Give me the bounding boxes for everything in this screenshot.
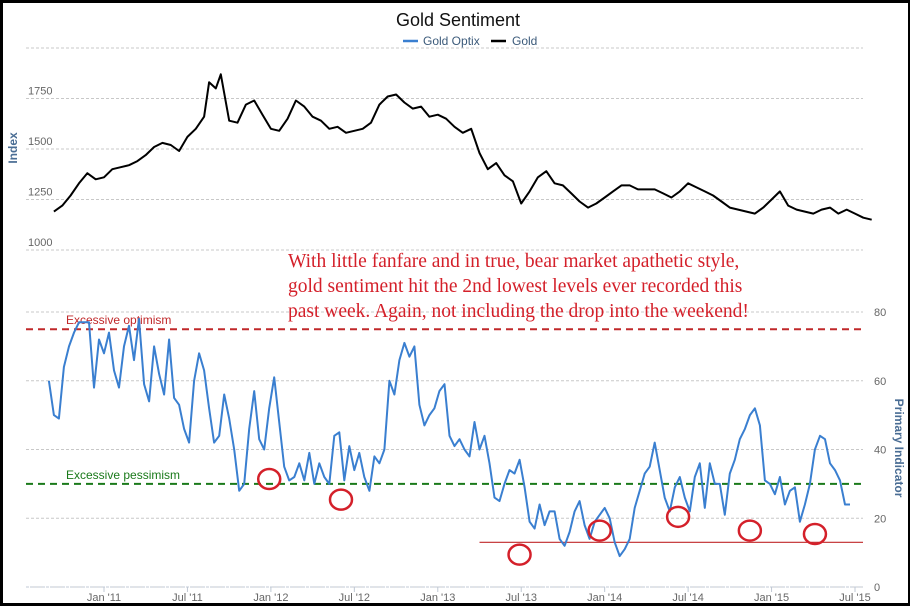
- x-axis: Jan '11 Jul '11 Jan '12 Jul '12 Jan '13 Jul '…: [26, 586, 871, 603]
- bottom-y-tick-label: 20: [874, 513, 886, 525]
- top-y-tick-label: 1250: [28, 187, 52, 199]
- top-y-tick-label: 1000: [28, 237, 52, 249]
- reference-label-excessive-pessimism: Excessive pessimism: [66, 468, 180, 482]
- legend-item-gold-optix[interactable]: Gold Optix: [403, 34, 480, 48]
- bottom-y-tick-label: 80: [874, 307, 886, 319]
- top-y-tick-label: 1750: [28, 86, 52, 98]
- x-tick-label: Jan '12: [253, 592, 288, 603]
- top-y-tick-label: 1500: [28, 136, 52, 148]
- x-tick-label: Jul '15: [839, 592, 870, 603]
- annotation-line-1: With little fanfare and in true, bear ma…: [288, 251, 739, 272]
- x-tick-label: Jan '15: [754, 592, 789, 603]
- bottom-panel-y-axis-title: Primary Indicator: [892, 399, 906, 498]
- annotation-line-2: gold sentiment hit the 2nd lowest levels…: [288, 276, 742, 297]
- circled-low-marker: [328, 488, 354, 511]
- x-tick-label: Jan '11: [87, 592, 121, 603]
- bottom-panel-y-ticks: 0 20 40 60 80: [874, 307, 886, 594]
- circled-lows: [256, 467, 828, 566]
- top-panel-y-axis-title: Index: [6, 132, 20, 164]
- series-line-gold: [53, 73, 872, 221]
- annotation-line-3: past week. Again, not including the drop…: [288, 301, 749, 322]
- chart-svg: Gold Sentiment Gold Optix Gold 100012501…: [6, 10, 906, 603]
- series-line-gold-optix: [47, 317, 850, 558]
- x-tick-label: Jul '11: [172, 592, 203, 603]
- chart-canvas: Gold Sentiment Gold Optix Gold 1000 1250 1…: [3, 3, 908, 603]
- x-tick-label: Jul '13: [505, 592, 536, 603]
- circled-low-marker: [587, 519, 612, 542]
- circled-low-marker: [256, 467, 282, 491]
- legend: Gold Optix Gold: [403, 34, 537, 48]
- top-panel-grid: [26, 47, 863, 251]
- bottom-y-tick-label: 60: [874, 376, 886, 388]
- circled-low-marker: [665, 505, 691, 529]
- reference-label-excessive-optimism: Excessive optimism: [66, 313, 171, 327]
- annotation-text: With little fanfare and in true, bear ma…: [288, 251, 749, 322]
- x-tick-label: Jan '14: [587, 592, 622, 603]
- x-tick-label: Jul '14: [672, 592, 703, 603]
- legend-label-gold-optix: Gold Optix: [423, 34, 480, 48]
- legend-label-gold: Gold: [512, 34, 537, 48]
- circled-low-marker: [802, 522, 828, 546]
- legend-item-gold[interactable]: Gold: [491, 34, 537, 48]
- x-tick-label: Jul '12: [339, 592, 370, 603]
- bottom-y-tick-label: 0: [874, 582, 880, 594]
- circled-low-marker: [507, 543, 532, 566]
- chart-title: Gold Sentiment: [396, 10, 520, 30]
- bottom-y-tick-label: 40: [874, 445, 886, 457]
- x-tick-label: Jan '13: [420, 592, 455, 603]
- circled-low-marker: [737, 519, 763, 542]
- top-panel-y-ticks: 1000 1250 1500 1750: [28, 86, 52, 250]
- reference-lines: Excessive optimism Excessive pessimism: [26, 313, 863, 543]
